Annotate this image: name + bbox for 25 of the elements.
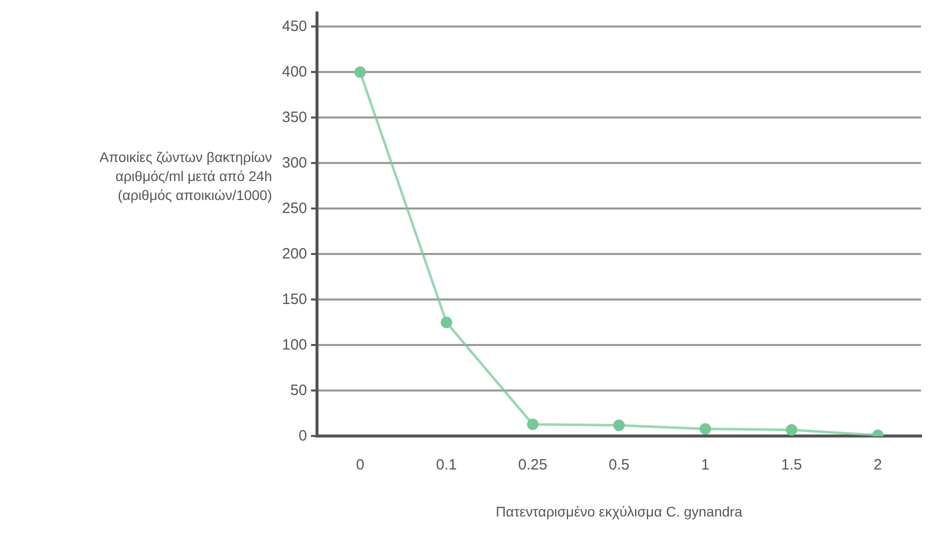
y-tick-label: 400 [282,63,308,80]
y-tick-label: 100 [282,336,308,354]
y-tick-label: 350 [282,108,308,126]
point [354,66,366,78]
y-tick-label: 0 [298,427,308,444]
x-tick-label: 0.5 [608,456,630,474]
y-tick-label: 250 [282,200,308,217]
point [440,316,452,328]
x-tick-label: 1.5 [781,456,802,474]
point [613,420,625,432]
x-axis-title: Πατενταρισμένο εκχύλισμα C. gynandra [496,503,742,520]
x-tick-label: 1 [701,456,710,474]
point [526,418,538,430]
point [786,424,798,436]
y-tick-label: 50 [290,382,308,399]
x-tick-label: 0 [356,456,364,474]
x-tick-label: 0.1 [436,456,457,474]
y-tick-label: 200 [282,245,308,262]
y-tick-label: 300 [282,154,308,172]
x-tick-label: 2 [874,456,882,474]
y-tick-label: 150 [282,290,308,308]
x-tick-label: 0.25 [518,456,548,474]
point [700,423,712,435]
y-axis-title: Αποικίες ζώντων βακτηρίων αριθμός/ml μετά από 24h (αριθμός αποικιών/1000) [98,148,272,205]
y-tick-label: 450 [282,18,308,35]
